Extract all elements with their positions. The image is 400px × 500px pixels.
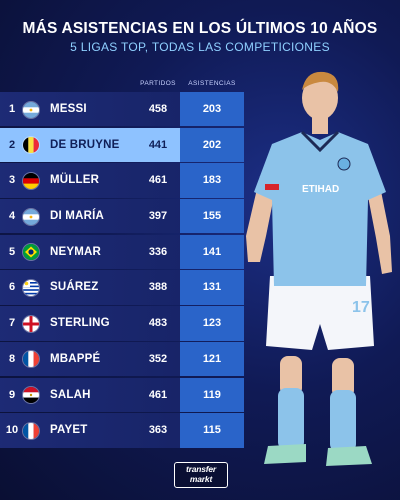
player-name: NEYMAR bbox=[50, 245, 102, 258]
argentina-flag-icon bbox=[23, 208, 39, 225]
table-row: 9 SALAH 461 119 bbox=[0, 377, 244, 412]
rank-number: 6 bbox=[8, 281, 16, 294]
player-name: MESSI bbox=[50, 103, 87, 115]
table-row: 3 MÜLLER 461 183 bbox=[0, 163, 244, 198]
table-row: 10 PAYET 363 115 bbox=[0, 413, 244, 448]
brazil-flag-icon bbox=[23, 244, 39, 261]
matches-value: 441 bbox=[148, 138, 168, 151]
column-header-matches: PARTIDOS bbox=[140, 80, 176, 87]
france-flag-icon bbox=[23, 422, 39, 439]
svg-text:17: 17 bbox=[352, 299, 370, 316]
assists-value: 121 bbox=[180, 341, 244, 377]
rank-number: 1 bbox=[8, 103, 16, 115]
egypt-flag-icon bbox=[23, 387, 39, 403]
ranking-table: 1 MESSI 458 203 2 DE BRUYNE 441 202 3 MÜ… bbox=[0, 92, 244, 449]
assists-value: 202 bbox=[180, 127, 244, 163]
logo-line-1: transfer bbox=[185, 464, 217, 474]
logo-line-2: markt bbox=[189, 474, 213, 484]
player-photo: 17 ETIHAD bbox=[246, 71, 392, 466]
rank-number: 4 bbox=[8, 210, 16, 223]
player-name: MÜLLER bbox=[50, 174, 100, 187]
table-row-highlighted: 2 DE BRUYNE 441 202 bbox=[0, 127, 244, 163]
player-name: SALAH bbox=[50, 388, 91, 401]
rank-number: 3 bbox=[8, 174, 16, 187]
assists-value: 141 bbox=[180, 234, 244, 270]
table-row: 1 MESSI 458 203 bbox=[0, 92, 244, 127]
table-row: 6 SUÁREZ 388 131 bbox=[0, 270, 244, 305]
assists-value: 155 bbox=[180, 199, 244, 234]
matches-value: 461 bbox=[148, 388, 168, 401]
table-row: 5 NEYMAR 336 141 bbox=[0, 234, 244, 270]
table-row: 7 STERLING 483 123 bbox=[0, 306, 244, 341]
uruguay-flag-icon bbox=[23, 279, 39, 296]
rank-number: 9 bbox=[8, 388, 16, 401]
argentina-flag-icon bbox=[23, 101, 39, 118]
matches-value: 483 bbox=[148, 317, 168, 330]
rank-number: 7 bbox=[8, 317, 16, 330]
matches-value: 388 bbox=[148, 281, 168, 294]
player-name: DE BRUYNE bbox=[50, 138, 120, 151]
player-name: STERLING bbox=[50, 317, 110, 330]
player-name: DI MARÍA bbox=[50, 210, 104, 223]
player-name: MBAPPÉ bbox=[50, 352, 101, 365]
assists-value: 203 bbox=[180, 92, 244, 127]
rank-number: 2 bbox=[8, 138, 16, 151]
england-flag-icon bbox=[23, 315, 39, 332]
assists-value: 115 bbox=[180, 413, 244, 448]
rank-number: 8 bbox=[8, 352, 16, 365]
matches-value: 336 bbox=[148, 245, 168, 258]
transfermarkt-logo: transfer markt bbox=[174, 462, 228, 488]
assists-value: 131 bbox=[180, 270, 244, 305]
page-title: MÁS ASISTENCIAS EN LOS ÚLTIMOS 10 AÑOS bbox=[22, 20, 378, 37]
matches-value: 458 bbox=[148, 103, 168, 115]
rank-number: 10 bbox=[5, 424, 19, 437]
france-flag-icon bbox=[23, 351, 39, 368]
assists-value: 123 bbox=[180, 306, 244, 341]
player-name: PAYET bbox=[50, 424, 88, 437]
matches-value: 461 bbox=[148, 174, 168, 187]
rank-number: 5 bbox=[8, 245, 16, 258]
page-subtitle: 5 LIGAS TOP, TODAS LAS COMPETICIONES bbox=[70, 40, 330, 54]
assists-value: 119 bbox=[180, 377, 244, 412]
matches-value: 352 bbox=[148, 352, 168, 365]
matches-value: 397 bbox=[148, 210, 168, 223]
svg-text:ETIHAD: ETIHAD bbox=[302, 184, 339, 195]
table-row: 8 MBAPPÉ 352 121 bbox=[0, 341, 244, 377]
belgium-flag-icon bbox=[23, 137, 39, 154]
player-name: SUÁREZ bbox=[50, 281, 99, 294]
matches-value: 363 bbox=[148, 424, 168, 437]
assists-value: 183 bbox=[180, 163, 244, 198]
table-row: 4 DI MARÍA 397 155 bbox=[0, 199, 244, 234]
germany-flag-icon bbox=[23, 172, 39, 189]
column-header-assists: ASISTENCIAS bbox=[188, 80, 236, 87]
